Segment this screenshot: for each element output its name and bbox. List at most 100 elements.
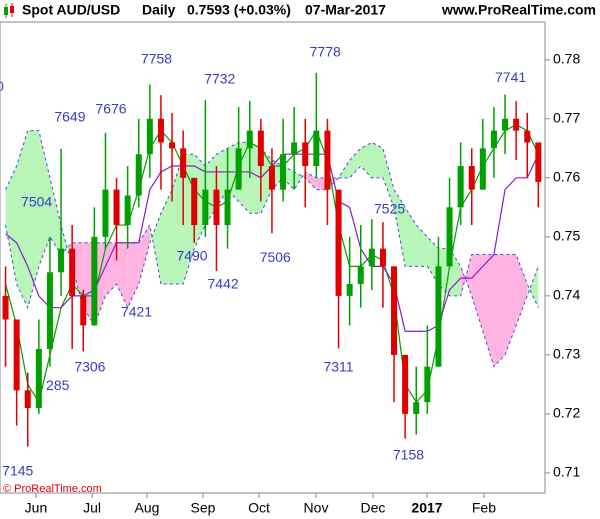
candle-body (135, 154, 142, 196)
x-tick-label: Feb (472, 500, 496, 516)
cloud-segment (127, 242, 139, 308)
cloud-segment (149, 213, 161, 285)
candle-body (468, 166, 475, 190)
source: www.ProRealTime.com (441, 2, 596, 18)
candle-body (335, 189, 342, 296)
candle-body (391, 266, 398, 355)
cloud-segment (5, 166, 17, 285)
symbol: Spot AUD/USD (22, 2, 120, 18)
y-tick-label: 0.74 (553, 287, 580, 303)
candle-body (246, 130, 253, 149)
candle-body (13, 319, 20, 391)
cloud-segment (416, 225, 428, 267)
candle-body (502, 118, 509, 131)
cloud-segment (371, 142, 383, 178)
cloud-segment (382, 148, 395, 208)
candle-body (180, 148, 187, 178)
candle-body (91, 236, 98, 326)
candle-body (413, 402, 420, 414)
cloud-segment (527, 266, 539, 308)
last-price: 0.7593 (+0.03%) (187, 2, 291, 18)
candle-body (280, 154, 287, 190)
candle-body (446, 207, 453, 267)
cloud-segment (405, 207, 417, 267)
candle-body (524, 130, 531, 143)
price-annotation: 285 (46, 377, 70, 393)
cloud-segment (160, 189, 173, 285)
period: Daily (142, 2, 176, 18)
candle-body (479, 148, 486, 190)
plot-area: 0 7145 285 7504 7649 7306 7676 7421 7758 7490 7732… (0, 43, 542, 478)
x-tick-label: Dec (361, 500, 386, 516)
cloud-segment (138, 225, 150, 285)
candle-body (235, 148, 242, 190)
candle-body (402, 354, 409, 414)
price-annotation: 7490 (176, 248, 207, 264)
price-annotation: 7306 (74, 359, 105, 375)
candle-body (457, 166, 464, 208)
cloud-segment (27, 130, 39, 308)
candle-body (146, 118, 153, 155)
candle-body (169, 142, 176, 149)
cloud-segment (493, 254, 506, 367)
price-annotation: 7676 (95, 101, 126, 117)
candle-body (202, 189, 209, 226)
price-annotation: 7649 (54, 108, 85, 124)
price-annotation: 7525 (374, 200, 405, 216)
cloud-segment (116, 242, 128, 308)
price-annotation: 7732 (204, 71, 235, 87)
cloud-segment (460, 254, 472, 296)
price-annotation: 7741 (495, 69, 526, 85)
candle-body (302, 142, 309, 167)
candle-body (124, 195, 131, 226)
cloud-segment (360, 142, 372, 178)
candle-body (2, 295, 9, 320)
candle-body (324, 130, 331, 190)
candle-body (213, 189, 220, 226)
y-tick-label: 0.76 (553, 169, 580, 185)
candle-body (157, 118, 164, 143)
y-tick-label: 0.78 (553, 50, 580, 66)
cloud-segment (105, 242, 117, 296)
y-tick-label: 0.75 (553, 228, 580, 244)
cloud-segment (516, 254, 528, 326)
candle-body (35, 348, 42, 409)
cloud-segment (172, 154, 184, 285)
candle-body (490, 130, 497, 149)
cloud-segment (505, 254, 517, 355)
price-annotation: 7504 (21, 193, 52, 209)
y-tick-label: 0.72 (553, 405, 580, 421)
candle-body (69, 248, 76, 296)
footer: © ProRealTime.com (3, 483, 102, 495)
price-annotation: 7442 (208, 275, 239, 291)
candle-body (535, 142, 542, 182)
price-annotation: 7778 (310, 43, 341, 59)
price-annotation: 7158 (393, 447, 424, 463)
candle-body (113, 189, 120, 226)
candle-body (357, 266, 364, 285)
price-annotation: 0 (0, 78, 4, 94)
app-icon (4, 3, 14, 18)
x-tick-label: Nov (304, 500, 329, 516)
candle-body (58, 248, 65, 273)
x-tick-label: Jun (25, 500, 48, 516)
cloud-segment (471, 254, 483, 332)
candle-body (102, 189, 109, 237)
cloud-segment (38, 130, 50, 267)
candle-body (513, 118, 520, 131)
candle-body (368, 248, 375, 267)
candle-body (346, 284, 353, 296)
x-tick-label: Oct (248, 500, 270, 516)
candle-body (291, 142, 298, 155)
price-annotation: 7506 (260, 249, 291, 265)
candle-body (80, 295, 87, 326)
price-annotation: 7311 (323, 359, 353, 375)
price-annotation: 7758 (141, 50, 172, 66)
cloud-segment (349, 148, 361, 178)
price-annotation: 7145 (2, 462, 33, 478)
cloud-segment (305, 171, 317, 190)
x-tick-label: Sep (191, 500, 216, 516)
y-tick-label: 0.73 (553, 346, 580, 362)
x-tick-label: Jul (83, 500, 101, 516)
